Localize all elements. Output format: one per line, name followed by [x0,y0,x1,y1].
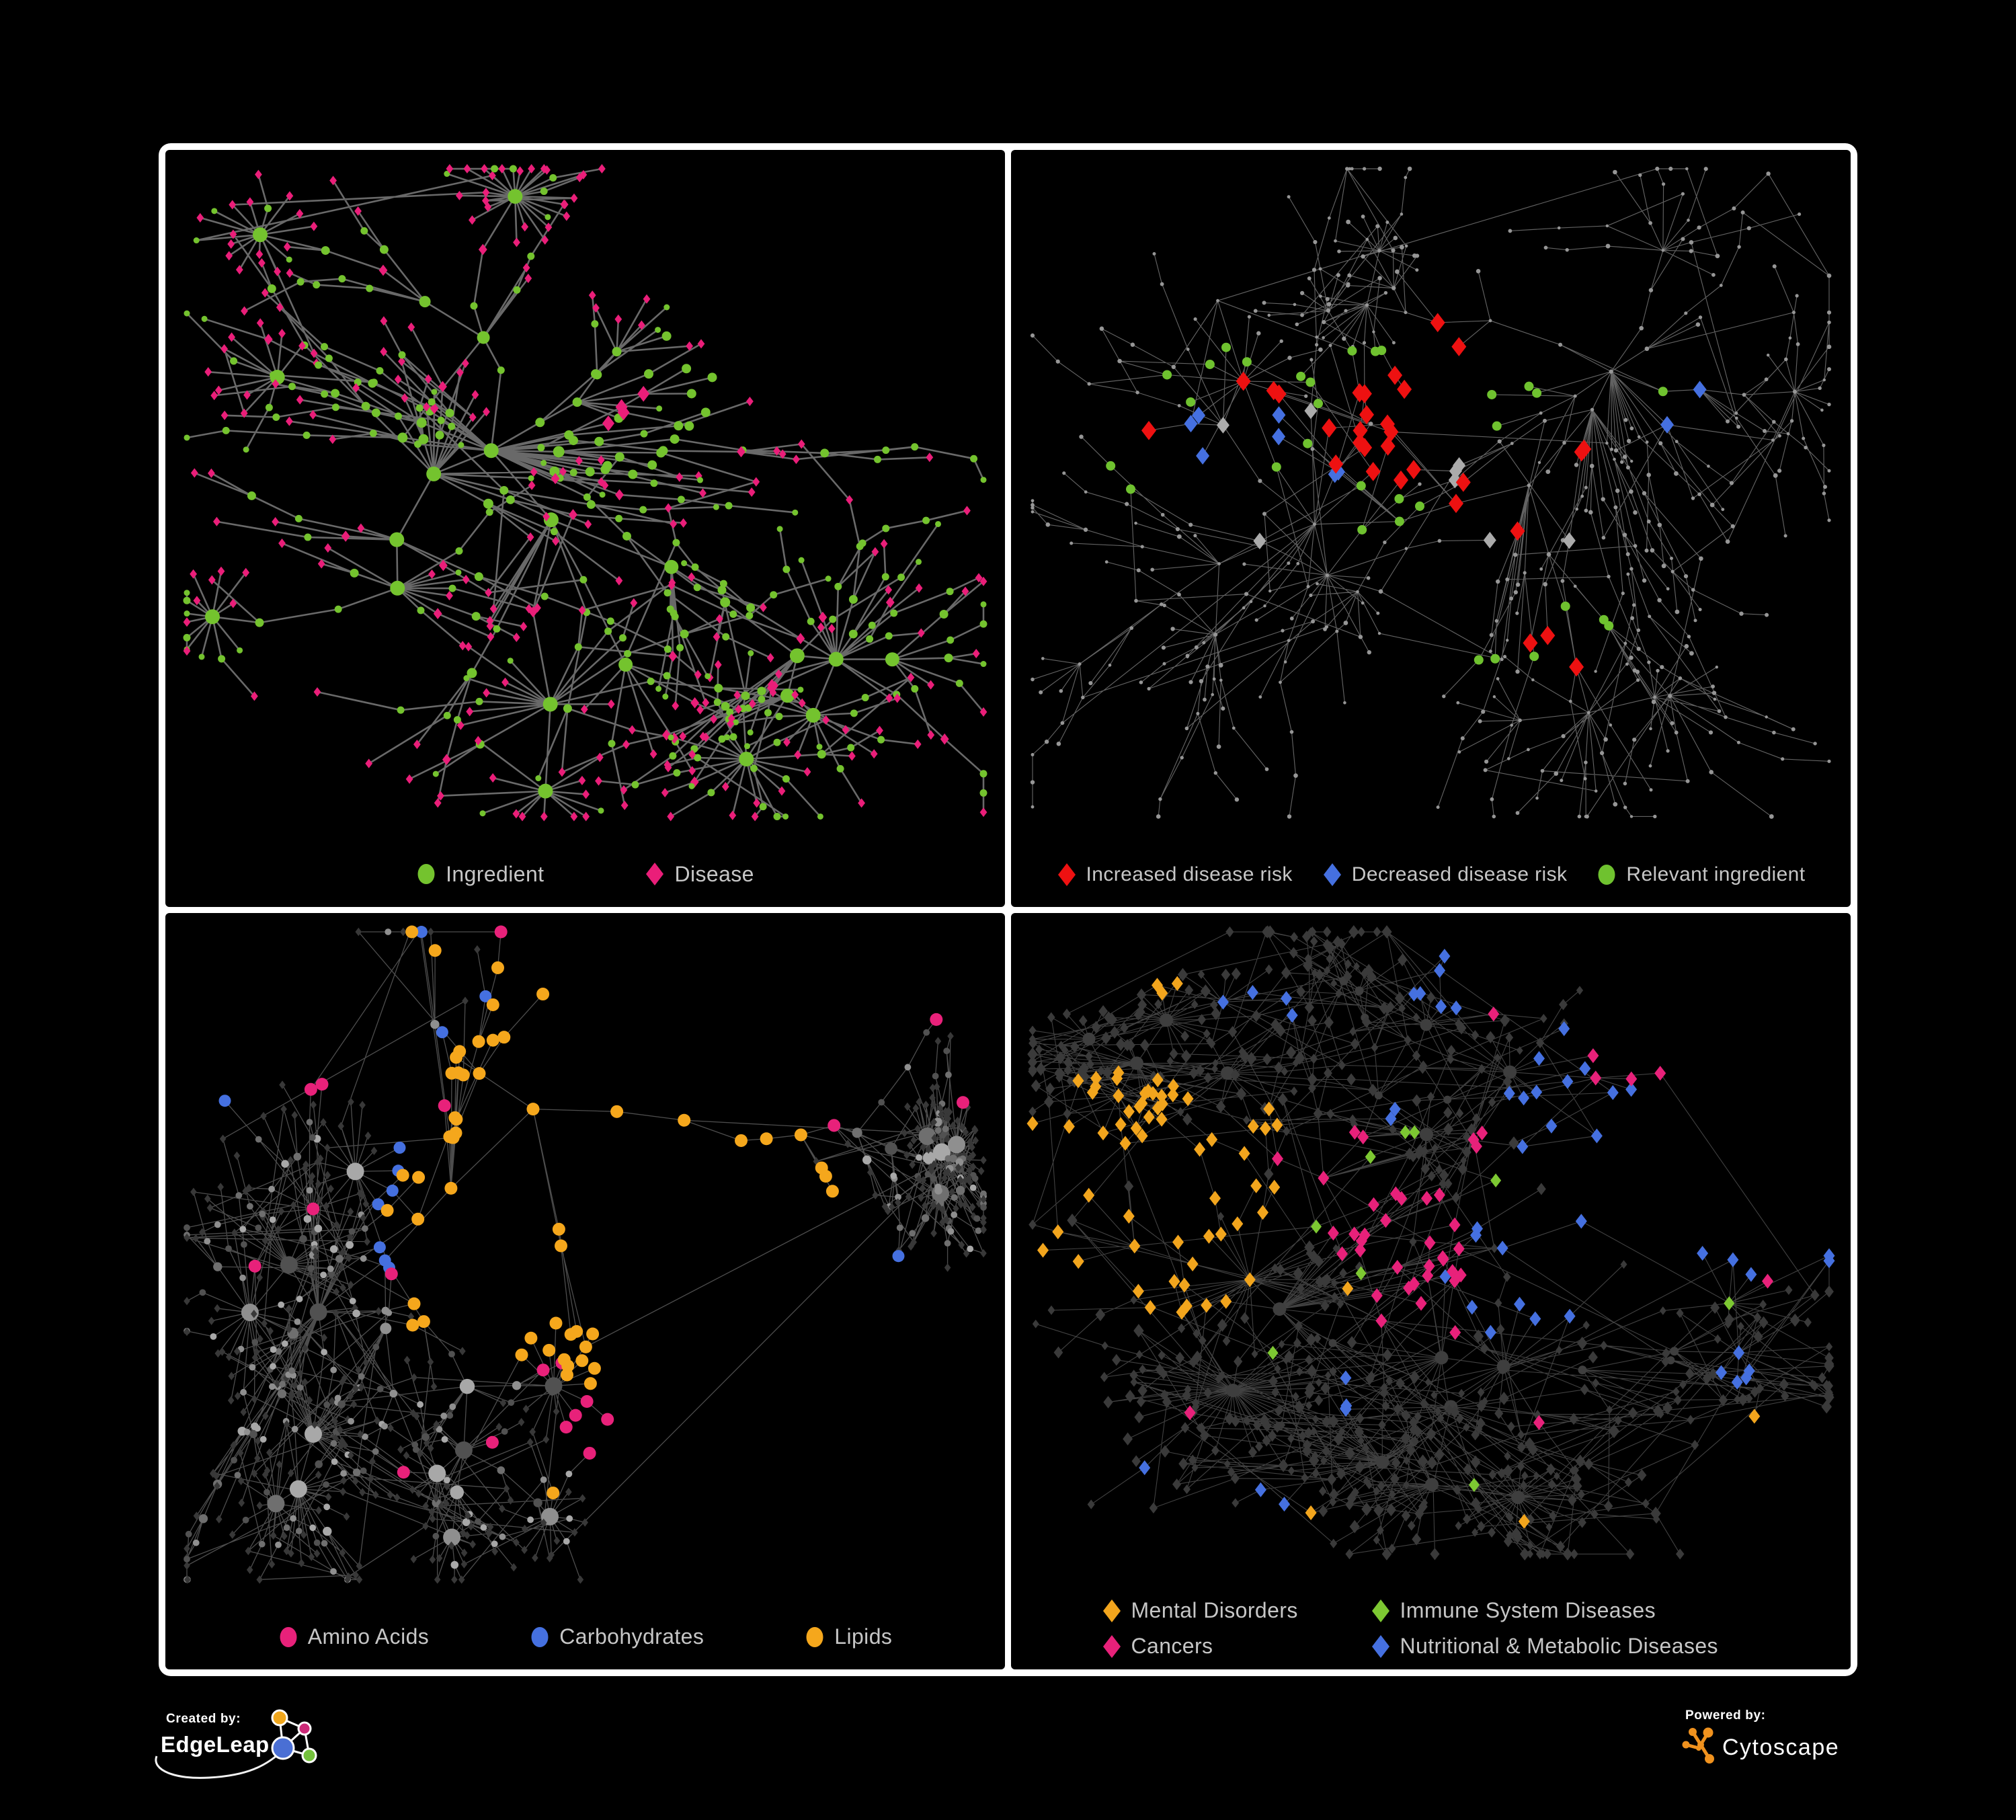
created-by-label: Created by: [166,1712,241,1726]
network-ingredient-disease [183,164,987,822]
legend-disease-classes: Mental Disorders Immune System Diseases Ca… [1022,1598,1840,1659]
legend-row: Amino Acids Carbohydrates Lipids [278,1624,893,1649]
panel-nutrient-classes: Amino Acids Carbohydrates Lipids [165,912,1005,1669]
legend-label: Mental Disorders [1131,1598,1298,1622]
legend-label: Ingredient [446,861,545,886]
legend-label: Disease [674,861,754,886]
legend-item: Carbohydrates [530,1624,704,1649]
panel-disease-classes: Mental Disorders Immune System Diseases Ca… [1011,912,1851,1669]
graph-nodes [183,164,987,822]
legend-diamond-icon [1371,1634,1389,1658]
legend-item: Decreased disease risk [1322,863,1568,887]
legend-item: Mental Disorders [1102,1598,1371,1623]
legend-item: Lipids [805,1624,892,1649]
legend-item: Ingredient [416,862,544,887]
legend-label: Decreased disease risk [1351,863,1568,885]
graph-nodes [1030,166,1832,819]
legend-diamond-icon [1371,1599,1389,1622]
legend-label: Immune System Diseases [1400,1598,1656,1622]
legend-label: Lipids [834,1624,893,1649]
cytoscape-wordmark: Cytoscape [1722,1735,1840,1760]
edgeleap-wordmark: EdgeLeap [161,1732,270,1757]
edge-lines [186,931,984,1580]
network-nutrient-classes [184,925,987,1584]
legend-item: Disease [645,862,754,887]
legend-circle-icon [1598,864,1615,885]
panel-grid: Ingredient Disease Increased disease risk… [159,143,1857,1676]
edgeleap-logo-icon [155,1709,317,1779]
legend-disease-risk: Increased disease risk Decreased disease … [1022,863,1840,887]
panel-ingredient-disease: Ingredient Disease [165,150,1005,907]
legend-grid: Mental Disorders Immune System Diseases Ca… [1102,1598,1761,1659]
cytoscape-logo-icon [1682,1727,1714,1764]
legend-circle-icon [806,1626,823,1647]
edge-lines [186,167,985,818]
legend-label: Amino Acids [307,1624,430,1649]
edge-lines [1032,931,1830,1554]
graph-nodes [184,925,987,1584]
powered-by-label: Powered by: [1685,1708,1766,1723]
legend-label: Increased disease risk [1086,863,1293,885]
graph-nodes [1026,924,1835,1560]
legend-label: Relevant ingredient [1626,863,1806,885]
legend-diamond-icon [1102,1599,1121,1622]
legend-item: Amino Acids [278,1624,429,1649]
legend-diamond-icon [1323,863,1341,886]
legend-diamond-icon [1057,863,1076,886]
network-disease-risk [1030,166,1832,819]
legend-item: Nutritional & Metabolic Diseases [1371,1634,1761,1659]
legend-nutrient-classes: Amino Acids Carbohydrates Lipids [176,1624,994,1649]
legend-label: Cancers [1131,1634,1213,1658]
legend-circle-icon [280,1626,297,1647]
legend-ingredient-disease: Ingredient Disease [176,862,994,887]
legend-row: Increased disease risk Decreased disease … [1057,863,1806,887]
legend-diamond-icon [646,863,664,885]
legend-circle-icon [531,1626,549,1647]
network-disease-classes [1026,924,1835,1560]
legend-item: Immune System Diseases [1371,1598,1761,1623]
panel-disease-risk: Increased disease risk Decreased disease … [1011,150,1851,907]
edge-lines [1032,168,1830,818]
legend-diamond-icon [1102,1634,1121,1658]
legend-row: Ingredient Disease [416,862,754,887]
legend-item: Cancers [1102,1634,1371,1659]
legend-label: Nutritional & Metabolic Diseases [1400,1634,1718,1658]
legend-circle-icon [417,864,435,884]
legend-item: Relevant ingredient [1597,863,1805,887]
legend-label: Carbohydrates [559,1624,704,1649]
legend-item: Increased disease risk [1057,863,1293,887]
